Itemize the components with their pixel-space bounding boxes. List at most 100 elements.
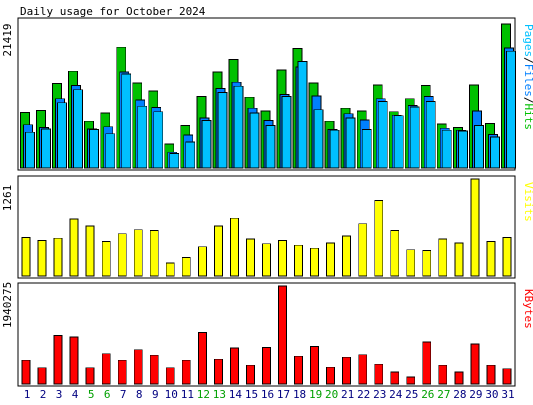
x-tick-label: 31 bbox=[501, 388, 514, 401]
kbytes-bar bbox=[21, 359, 31, 385]
pages-bar bbox=[249, 112, 260, 169]
visits-bar bbox=[438, 238, 448, 277]
visits-bar bbox=[326, 242, 336, 277]
visits-bar bbox=[502, 237, 512, 277]
visits-bar bbox=[422, 250, 432, 277]
visits-bar bbox=[117, 233, 127, 277]
kbytes-bar bbox=[502, 368, 512, 385]
x-tick-label: 1 bbox=[24, 388, 31, 401]
pages-bar bbox=[297, 61, 308, 169]
x-tick-label: 10 bbox=[165, 388, 178, 401]
visits-bar bbox=[101, 240, 111, 277]
kbytes-bar bbox=[486, 364, 496, 385]
pages-bar bbox=[393, 115, 404, 169]
kbytes-bar bbox=[342, 356, 352, 385]
legend-entry-kbytes: KBytes bbox=[522, 289, 533, 329]
pages-bar bbox=[153, 111, 164, 169]
kbytes-bar bbox=[294, 355, 303, 385]
kbytes-bar bbox=[454, 371, 464, 385]
kbytes-bar bbox=[310, 346, 319, 385]
kbytes-bar bbox=[438, 364, 448, 385]
x-tick-label: 24 bbox=[389, 388, 403, 401]
hits-panel-ymax-label: 21419 bbox=[1, 23, 14, 56]
legend-entry-files: Files bbox=[522, 64, 533, 97]
pages-bar bbox=[89, 129, 100, 169]
pages-bar bbox=[185, 141, 196, 169]
kbytes-bar bbox=[133, 349, 143, 385]
visits-bar bbox=[133, 229, 143, 277]
kbytes-bar bbox=[406, 376, 416, 385]
legend-entry-hits: Hits bbox=[522, 104, 533, 131]
kbytes-bar bbox=[69, 336, 79, 385]
pages-bar bbox=[265, 125, 276, 169]
visits-bar bbox=[470, 178, 480, 277]
x-tick-label: 5 bbox=[88, 388, 95, 401]
x-tick-label: 23 bbox=[373, 388, 386, 401]
x-tick-label: 6 bbox=[104, 388, 111, 401]
visits-bar bbox=[486, 240, 496, 277]
visits-bar bbox=[181, 257, 191, 277]
visits-bar bbox=[278, 240, 287, 277]
pages-bar bbox=[41, 128, 51, 169]
x-tick-label: 28 bbox=[453, 388, 466, 401]
pages-bar bbox=[201, 120, 212, 169]
kbytes-bar bbox=[246, 364, 255, 385]
x-tick-label: 30 bbox=[485, 388, 498, 401]
x-tick-label: 19 bbox=[309, 388, 322, 401]
x-tick-label: 18 bbox=[293, 388, 306, 401]
x-tick-label: 9 bbox=[152, 388, 159, 401]
x-tick-label: 26 bbox=[421, 388, 434, 401]
pages-bar bbox=[490, 136, 500, 169]
visits-bar bbox=[85, 225, 95, 277]
pages-bar bbox=[217, 92, 228, 169]
kbytes-panel-ymax-label: 1940275 bbox=[1, 282, 14, 328]
pages-bar bbox=[73, 89, 83, 169]
kbytes-bar bbox=[117, 359, 127, 385]
kbytes-bar bbox=[213, 358, 223, 385]
kbytes-bar bbox=[390, 371, 400, 385]
visits-bar bbox=[149, 230, 159, 277]
visits-bar bbox=[294, 244, 303, 277]
visits-bar bbox=[406, 249, 416, 277]
pages-bar bbox=[441, 129, 452, 169]
x-tick-label: 7 bbox=[120, 388, 127, 401]
x-tick-label: 15 bbox=[245, 388, 258, 401]
visits-bar bbox=[390, 230, 400, 277]
kbytes-bar bbox=[470, 343, 480, 385]
kbytes-bar bbox=[278, 285, 287, 385]
visits-bar bbox=[310, 247, 319, 277]
x-tick-label: 12 bbox=[197, 388, 210, 401]
pages-bar bbox=[409, 106, 420, 169]
x-tick-label: 16 bbox=[261, 388, 274, 401]
chart-title: Daily usage for October 2024 bbox=[20, 5, 206, 18]
legend-entry-pages: Pages bbox=[522, 24, 533, 57]
x-tick-label: 11 bbox=[181, 388, 194, 401]
legend-entry-visits: Visits bbox=[522, 182, 533, 222]
pages-bar bbox=[121, 73, 132, 169]
kbytes-bar bbox=[53, 335, 63, 385]
visits-bar bbox=[213, 225, 223, 277]
visits-bar bbox=[262, 243, 271, 277]
pages-bar bbox=[105, 133, 116, 169]
pages-bar bbox=[313, 109, 324, 169]
pages-bar bbox=[474, 125, 484, 169]
x-tick-label: 3 bbox=[56, 388, 63, 401]
kbytes-panel-legend: KBytes bbox=[522, 289, 533, 329]
visits-bar bbox=[358, 223, 368, 277]
pages-bar bbox=[377, 101, 388, 169]
pages-bar bbox=[329, 129, 340, 169]
kbytes-bar bbox=[85, 367, 95, 385]
visits-bar bbox=[374, 200, 384, 277]
kbytes-bar bbox=[358, 354, 368, 385]
x-tick-label: 21 bbox=[341, 388, 354, 401]
visits-bar bbox=[37, 240, 47, 277]
visits-bar bbox=[69, 218, 79, 277]
kbytes-bar bbox=[149, 354, 159, 385]
pages-bar bbox=[281, 96, 292, 169]
visits-bar bbox=[454, 242, 464, 277]
kbytes-bar bbox=[422, 341, 432, 385]
x-tick-label: 14 bbox=[229, 388, 243, 401]
x-tick-label: 13 bbox=[213, 388, 226, 401]
kbytes-bar bbox=[101, 353, 111, 385]
